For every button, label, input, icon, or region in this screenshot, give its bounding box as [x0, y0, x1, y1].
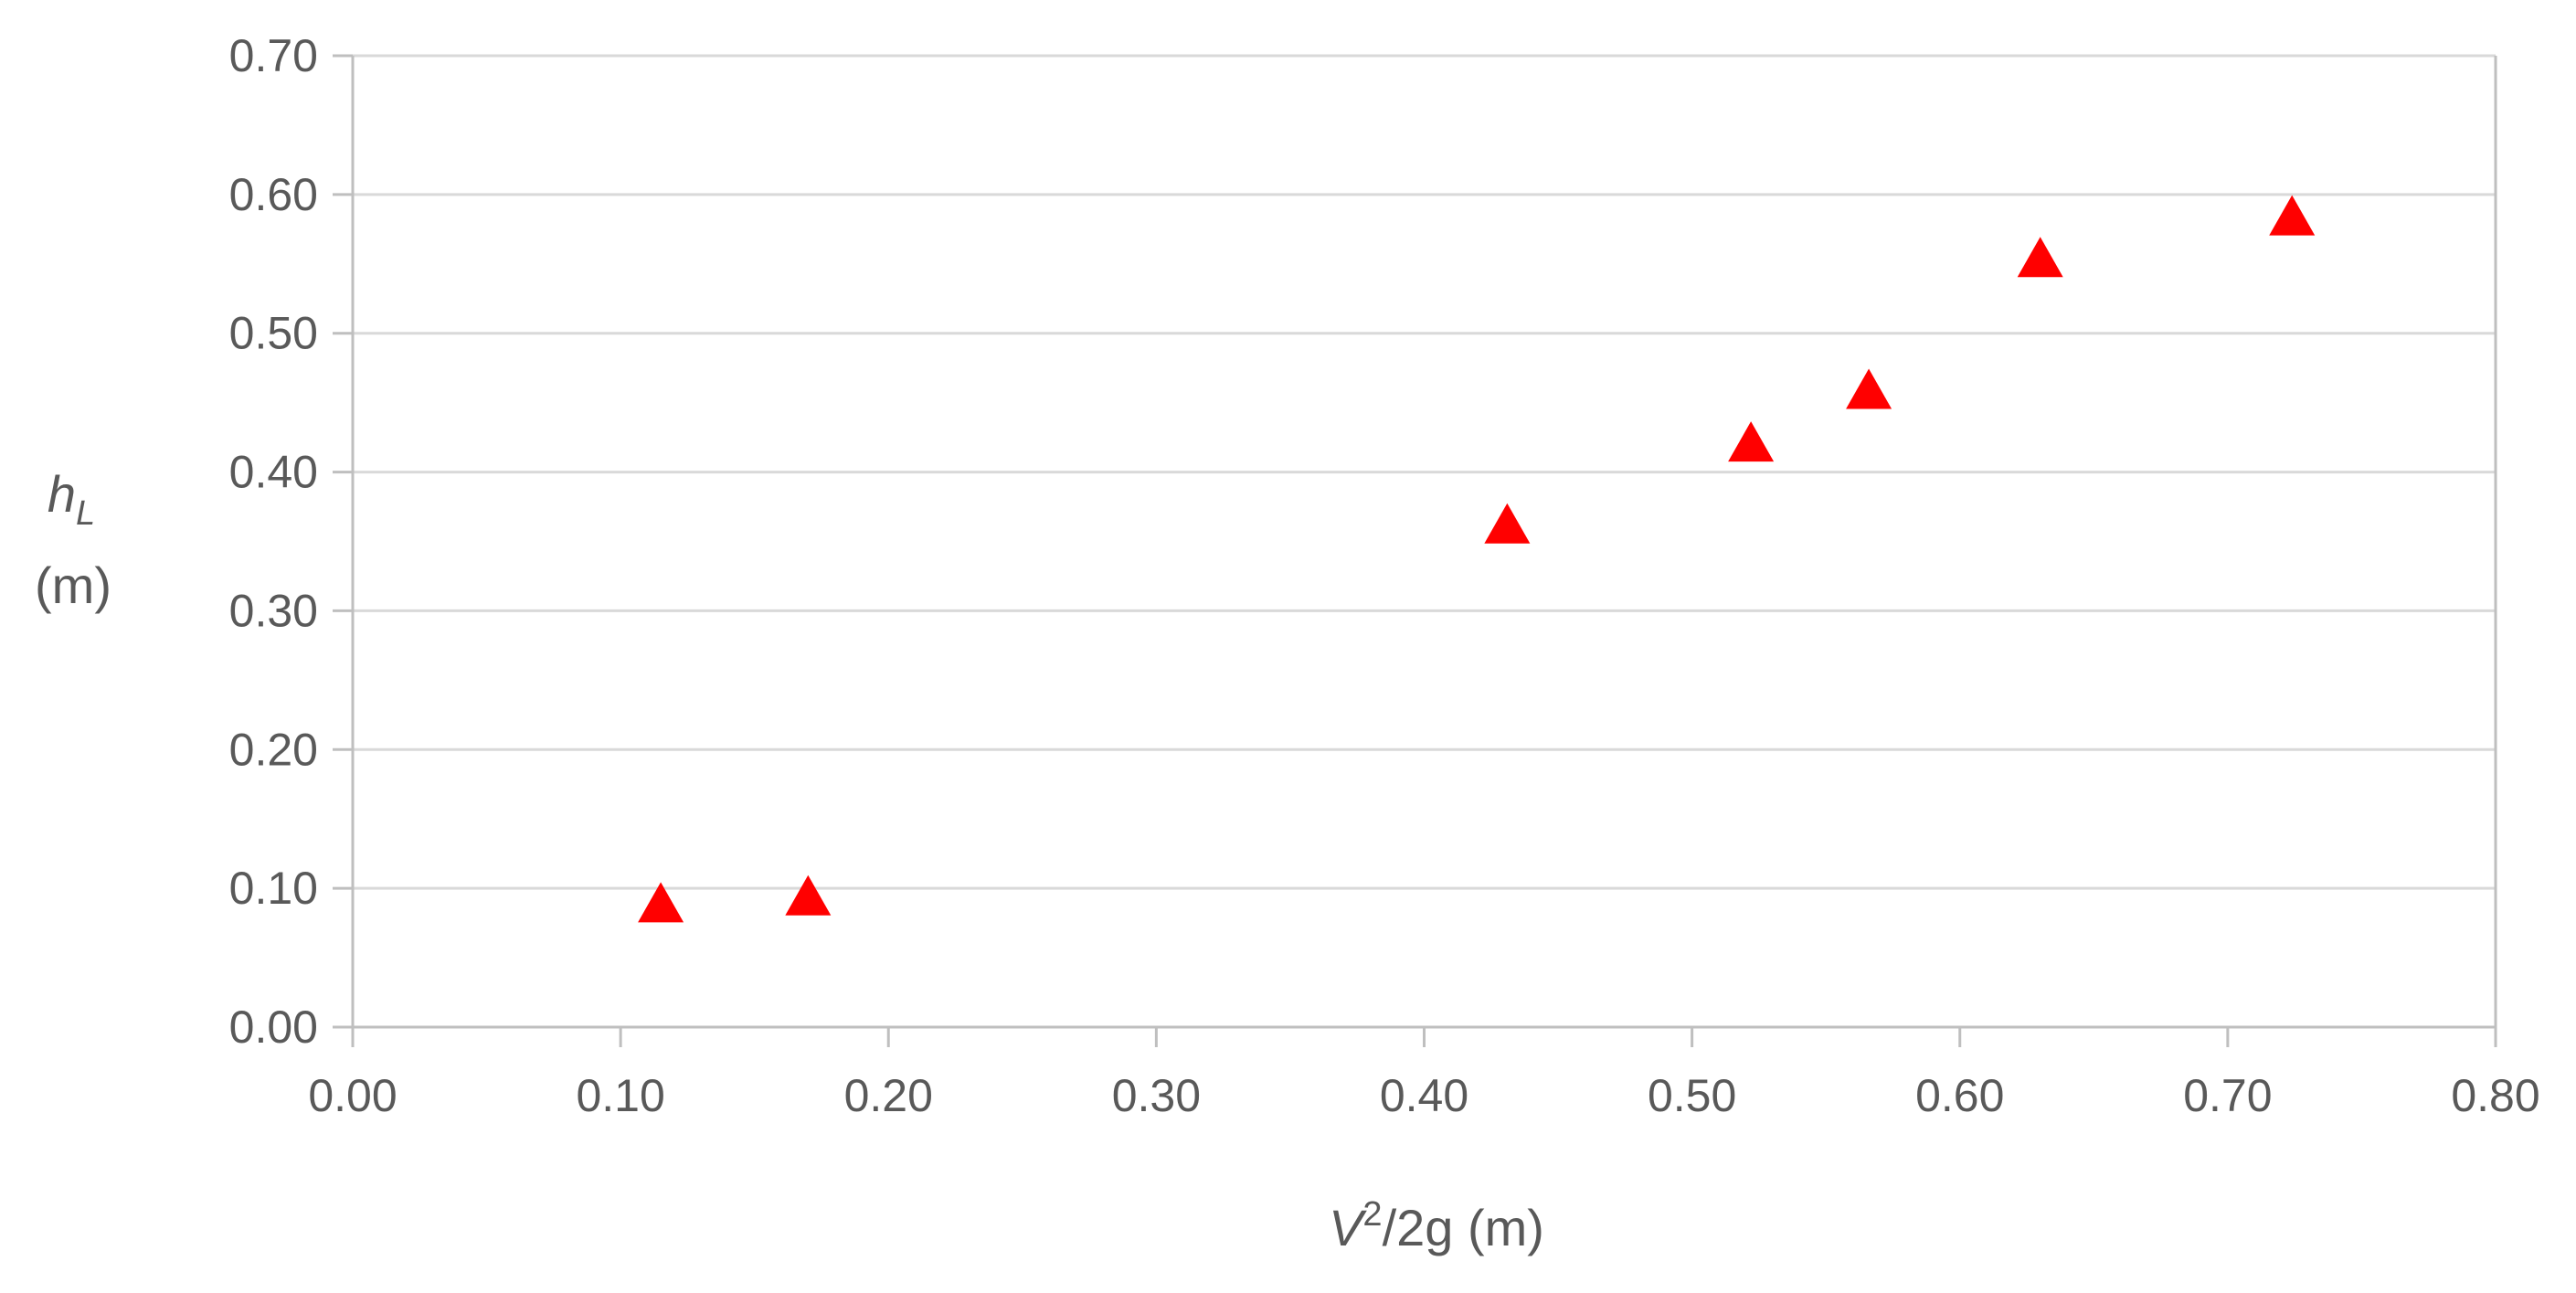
data-point-triangle	[785, 874, 832, 916]
data-point-triangle	[1728, 421, 1775, 462]
data-point-triangle	[1846, 368, 1892, 409]
x-tick-label: 0.00	[308, 1070, 397, 1121]
x-tick-label: 0.30	[1112, 1070, 1201, 1121]
x-tick-label: 0.50	[1648, 1070, 1736, 1121]
y-axis-title: hL	[48, 465, 95, 533]
y-tick-label: 0.60	[229, 169, 318, 220]
x-tick-label: 0.70	[2183, 1070, 2272, 1121]
y-tick-label: 0.70	[229, 30, 318, 81]
y-tick-label: 0.40	[229, 447, 318, 498]
x-tick-label: 0.60	[1915, 1070, 2004, 1121]
data-point-triangle	[2017, 237, 2063, 278]
axes	[333, 54, 2497, 1047]
data-points	[638, 195, 2316, 923]
y-axis-subscript: L	[76, 494, 95, 533]
x-tick-label: 0.80	[2451, 1070, 2539, 1121]
x-tick-label: 0.20	[844, 1070, 933, 1121]
y-tick-label: 0.00	[229, 1002, 318, 1053]
x-tick-label: 0.40	[1380, 1070, 1468, 1121]
y-axis-unit: (m)	[35, 556, 111, 614]
y-tick-label: 0.50	[229, 308, 318, 359]
y-axis-variable: h	[48, 465, 76, 523]
y-tick-label: 0.10	[229, 863, 318, 914]
y-tick-label: 0.20	[229, 724, 318, 775]
y-tick-label: 0.30	[229, 585, 318, 636]
x-axis-superscript: 2	[1362, 1195, 1382, 1234]
data-point-triangle	[638, 882, 684, 923]
data-point-triangle	[2269, 195, 2316, 236]
tick-labels: 0.00 0.10 0.20 0.30 0.40 0.50 0.60 0.70 0.00 0.10…	[229, 30, 2540, 1121]
x-axis-variable: V	[1329, 1199, 1367, 1256]
x-axis-rest: /2g (m)	[1383, 1199, 1544, 1256]
data-point-triangle	[1484, 503, 1531, 544]
gridlines	[353, 54, 2496, 890]
x-axis-title: V2/2g (m)	[1329, 1195, 1544, 1256]
x-tick-label: 0.10	[576, 1070, 664, 1121]
